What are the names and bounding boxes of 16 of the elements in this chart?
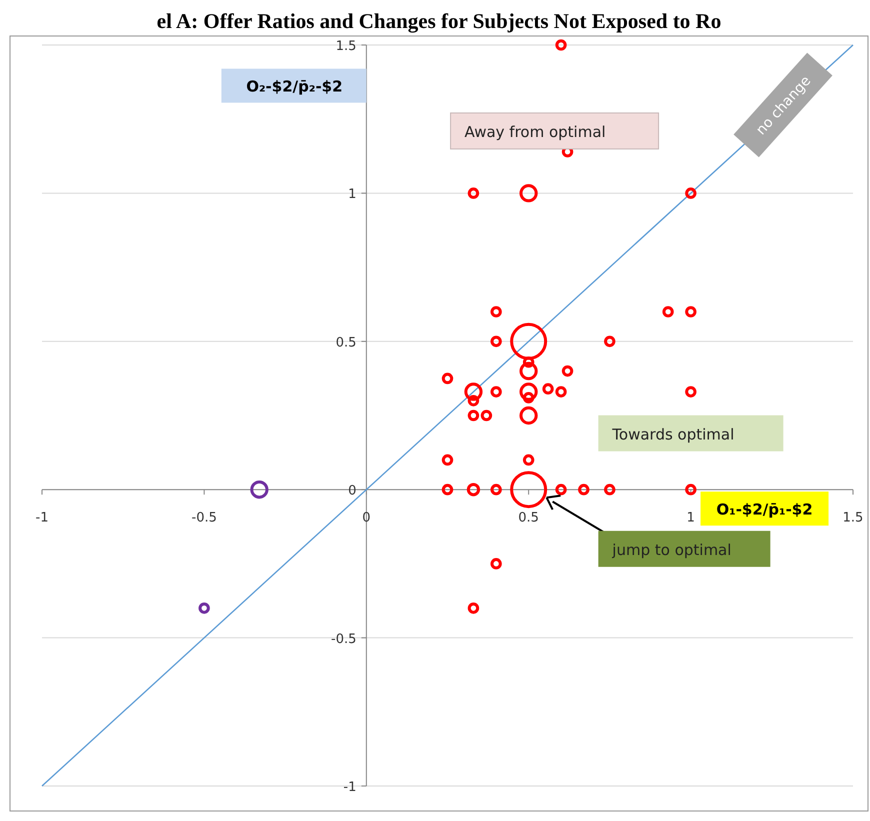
y-tick-label: -1 [343,780,356,795]
y-tick-label: 1.5 [336,39,356,54]
y-axis-title: O₂-$2/p̄₂-$2 [246,78,343,96]
x-axis-title: O₁-$2/p̄₁-$2 [716,500,813,519]
x-tick-label: -0.5 [192,510,217,526]
x-tick-label: -1 [36,510,48,526]
chart-title: el A: Offer Ratios and Changes for Subjects Not Exposed to Ro [156,9,722,33]
y-tick-label: 0.5 [336,335,356,350]
annotation: Towards optimal [611,425,734,444]
x-tick-label: 1 [686,510,695,526]
y-tick-label: 1 [348,187,356,202]
y-tick-label: -0.5 [331,632,356,647]
x-tick-label: 1.5 [842,510,864,526]
x-tick-label: 0.5 [518,510,539,526]
annotation: jump to optimal [611,540,732,559]
annotation: Away from optimal [464,122,606,141]
